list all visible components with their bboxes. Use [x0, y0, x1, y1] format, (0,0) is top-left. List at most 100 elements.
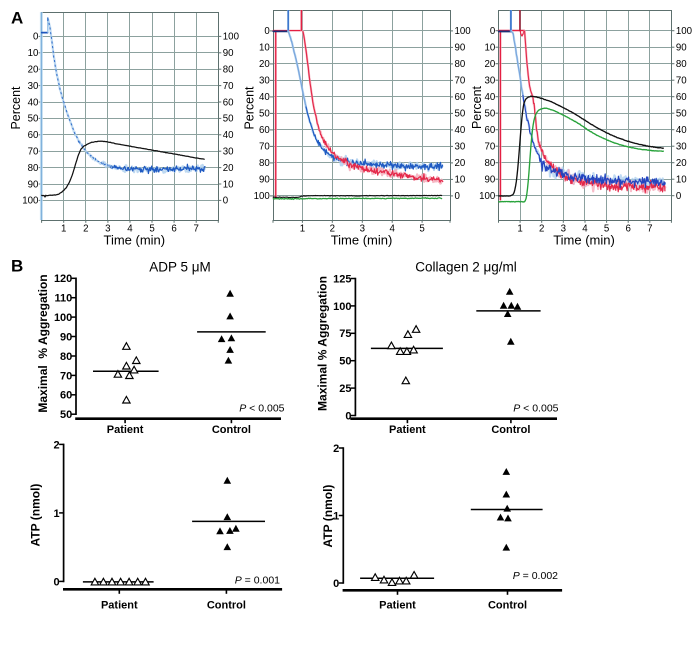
svg-text:10: 10	[28, 48, 39, 59]
svg-text:Time (min): Time (min)	[553, 233, 615, 248]
svg-text:100: 100	[254, 191, 271, 202]
svg-text:0: 0	[676, 191, 682, 202]
svg-text:P < 0.005: P < 0.005	[513, 403, 558, 415]
svg-text:10: 10	[485, 43, 496, 54]
svg-text:6: 6	[171, 223, 176, 234]
svg-text:80: 80	[455, 59, 466, 70]
svg-text:40: 40	[485, 92, 496, 103]
svg-text:50: 50	[485, 109, 496, 120]
svg-text:B: B	[11, 257, 23, 276]
svg-text:Time (min): Time (min)	[331, 233, 393, 248]
svg-text:90: 90	[259, 175, 270, 186]
svg-text:Patient: Patient	[389, 424, 426, 436]
svg-text:4: 4	[389, 223, 395, 234]
svg-text:30: 30	[259, 76, 270, 87]
svg-text:1: 1	[61, 223, 66, 234]
svg-text:50: 50	[28, 114, 39, 125]
svg-text:0: 0	[455, 191, 461, 202]
svg-text:50: 50	[676, 109, 687, 120]
svg-text:60: 60	[676, 92, 687, 103]
svg-text:2: 2	[333, 443, 339, 455]
svg-text:Patient: Patient	[107, 424, 144, 436]
svg-text:40: 40	[28, 97, 39, 108]
svg-text:40: 40	[455, 125, 466, 136]
svg-text:Patient: Patient	[379, 600, 416, 612]
svg-text:ATP (nmol): ATP (nmol)	[321, 485, 335, 548]
svg-text:2: 2	[330, 223, 335, 234]
svg-text:Control: Control	[207, 600, 246, 612]
svg-text:0: 0	[264, 26, 270, 37]
svg-text:0: 0	[223, 196, 229, 207]
svg-text:80: 80	[60, 351, 72, 363]
svg-text:7: 7	[647, 223, 652, 234]
svg-text:70: 70	[28, 147, 39, 158]
svg-text:70: 70	[259, 142, 270, 153]
svg-text:60: 60	[60, 390, 72, 402]
svg-text:ADP 5 μM: ADP 5 μM	[149, 260, 211, 275]
svg-text:Control: Control	[488, 600, 527, 612]
svg-text:70: 70	[676, 76, 687, 87]
svg-text:100: 100	[479, 191, 496, 202]
svg-text:Maximal % Aggregation: Maximal % Aggregation	[316, 276, 330, 411]
svg-text:60: 60	[28, 130, 39, 141]
svg-text:5: 5	[149, 223, 154, 234]
svg-text:30: 30	[485, 76, 496, 87]
svg-text:2: 2	[83, 223, 88, 234]
svg-text:5: 5	[419, 223, 424, 234]
svg-text:2: 2	[539, 223, 544, 234]
svg-text:90: 90	[28, 179, 39, 190]
svg-text:90: 90	[455, 43, 466, 54]
svg-text:80: 80	[28, 163, 39, 174]
svg-text:10: 10	[455, 175, 466, 186]
svg-text:Percent: Percent	[470, 85, 484, 129]
svg-text:3: 3	[360, 223, 365, 234]
svg-text:20: 20	[676, 158, 687, 169]
svg-text:Collagen 2 μg/ml: Collagen 2 μg/ml	[415, 260, 517, 275]
svg-text:1: 1	[53, 508, 59, 520]
svg-text:Percent: Percent	[243, 86, 257, 130]
svg-text:70: 70	[223, 81, 234, 92]
svg-text:50: 50	[259, 109, 270, 120]
svg-text:100: 100	[22, 196, 39, 207]
svg-text:110: 110	[55, 293, 73, 305]
svg-text:P = 0.002: P = 0.002	[513, 570, 558, 582]
svg-text:30: 30	[28, 81, 39, 92]
svg-text:80: 80	[259, 158, 270, 169]
svg-text:3: 3	[105, 223, 110, 234]
svg-text:80: 80	[485, 158, 496, 169]
svg-text:70: 70	[485, 142, 496, 153]
svg-text:10: 10	[223, 179, 234, 190]
svg-text:100: 100	[676, 26, 693, 37]
svg-text:2: 2	[53, 439, 59, 451]
svg-text:90: 90	[485, 175, 496, 186]
svg-text:50: 50	[455, 109, 466, 120]
svg-text:0: 0	[53, 576, 59, 588]
svg-text:20: 20	[28, 65, 39, 76]
svg-text:20: 20	[259, 59, 270, 70]
svg-text:Time (min): Time (min)	[103, 233, 165, 248]
svg-text:0: 0	[345, 410, 351, 422]
svg-text:5: 5	[604, 223, 609, 234]
svg-text:80: 80	[223, 65, 234, 76]
svg-text:A: A	[11, 9, 23, 28]
svg-text:100: 100	[223, 32, 240, 43]
svg-text:P = 0.001: P = 0.001	[235, 575, 280, 587]
svg-text:125: 125	[333, 273, 351, 285]
svg-text:1: 1	[517, 223, 522, 234]
svg-text:0: 0	[490, 26, 496, 37]
svg-text:70: 70	[455, 76, 466, 87]
svg-text:100: 100	[54, 312, 72, 324]
svg-text:ATP (nmol): ATP (nmol)	[29, 484, 43, 547]
svg-text:40: 40	[676, 125, 687, 136]
svg-text:30: 30	[455, 142, 466, 153]
svg-text:1: 1	[300, 223, 305, 234]
svg-text:50: 50	[339, 356, 351, 368]
svg-text:30: 30	[676, 142, 687, 153]
svg-text:60: 60	[485, 125, 496, 136]
svg-text:4: 4	[582, 223, 588, 234]
svg-text:0: 0	[333, 578, 339, 590]
svg-text:20: 20	[223, 163, 234, 174]
svg-text:4: 4	[127, 223, 133, 234]
svg-text:7: 7	[194, 223, 199, 234]
svg-text:60: 60	[223, 97, 234, 108]
